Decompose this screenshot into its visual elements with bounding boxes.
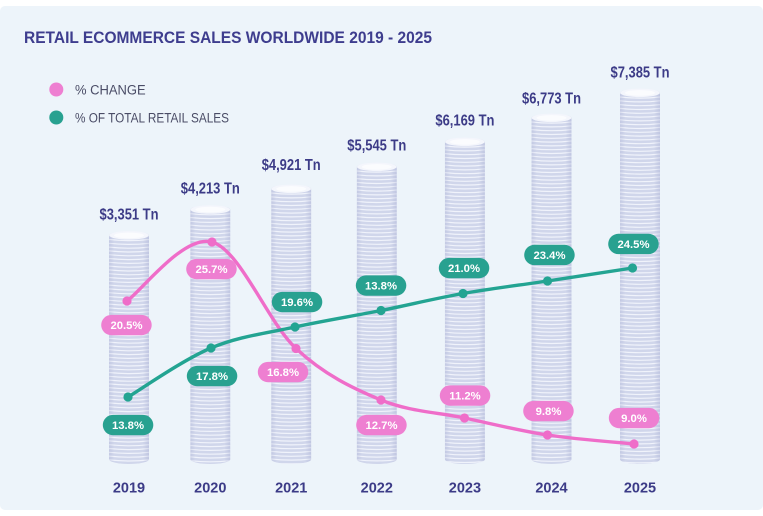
svg-text:13.8%: 13.8% bbox=[365, 281, 397, 293]
svg-text:25.7%: 25.7% bbox=[195, 264, 227, 276]
svg-text:24.5%: 24.5% bbox=[617, 239, 649, 251]
svg-text:13.8%: 13.8% bbox=[112, 420, 144, 432]
svg-text:23.4%: 23.4% bbox=[533, 250, 565, 262]
svg-text:9.0%: 9.0% bbox=[621, 413, 647, 425]
svg-text:2019: 2019 bbox=[113, 481, 145, 497]
svg-text:$3,351 Tn: $3,351 Tn bbox=[100, 207, 159, 224]
svg-text:2023: 2023 bbox=[449, 481, 481, 497]
svg-text:12.7%: 12.7% bbox=[365, 420, 397, 432]
svg-text:19.6%: 19.6% bbox=[281, 297, 313, 309]
svg-text:% CHANGE: % CHANGE bbox=[75, 82, 146, 97]
svg-text:2020: 2020 bbox=[194, 481, 226, 497]
svg-text:$4,213 Tn: $4,213 Tn bbox=[181, 181, 240, 198]
svg-text:$6,169 Tn: $6,169 Tn bbox=[435, 113, 494, 130]
svg-text:$7,385 Tn: $7,385 Tn bbox=[611, 65, 670, 82]
svg-text:2021: 2021 bbox=[275, 481, 307, 497]
svg-text:11.2%: 11.2% bbox=[449, 391, 480, 403]
svg-text:$5,545 Tn: $5,545 Tn bbox=[347, 138, 406, 155]
svg-text:% OF TOTAL RETAIL SALES: % OF TOTAL RETAIL SALES bbox=[75, 110, 229, 125]
svg-text:16.8%: 16.8% bbox=[267, 367, 299, 379]
svg-text:17.8%: 17.8% bbox=[196, 371, 228, 383]
svg-text:RETAIL ECOMMERCE SALES WORLDWI: RETAIL ECOMMERCE SALES WORLDWIDE 2019 - … bbox=[24, 29, 432, 47]
svg-text:20.5%: 20.5% bbox=[110, 320, 142, 332]
svg-text:9.8%: 9.8% bbox=[536, 406, 562, 418]
svg-text:2024: 2024 bbox=[535, 481, 567, 497]
svg-text:$4,921 Tn: $4,921 Tn bbox=[262, 157, 321, 174]
svg-text:21.0%: 21.0% bbox=[448, 263, 480, 275]
svg-text:2025: 2025 bbox=[624, 481, 656, 497]
svg-text:$6,773 Tn: $6,773 Tn bbox=[522, 91, 581, 108]
svg-text:2022: 2022 bbox=[361, 481, 393, 497]
